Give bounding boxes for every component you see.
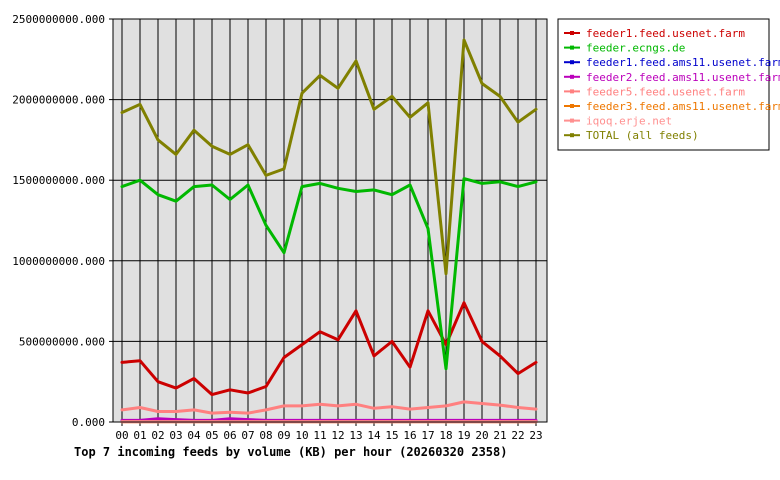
series-line <box>120 177 538 371</box>
x-tick-label: 09 <box>277 429 290 442</box>
x-tick-label: 14 <box>367 429 381 442</box>
plot-background <box>113 19 547 422</box>
x-tick-label: 02 <box>151 429 164 442</box>
x-axis-ticks: 00 01 02 03 04 05 06 07 08 09 10 11 12 13 14 15 16 17 18 19… <box>115 422 543 442</box>
legend-label: iqoq.erje.net <box>586 115 672 128</box>
y-tick-label: 2500000000.000 <box>12 13 105 26</box>
x-tick-label: 06 <box>223 429 236 442</box>
legend-swatch-marker <box>570 118 574 123</box>
legend: feeder1.feed.usenet.farmfeeder.ecngs.def… <box>557 18 780 151</box>
x-tick-label: 04 <box>187 429 201 442</box>
legend-label: feeder1.feed.usenet.farm <box>586 27 745 40</box>
y-tick-label: 1500000000.000 <box>12 174 105 187</box>
x-tick-label: 08 <box>259 429 272 442</box>
x-tick-label: 22 <box>511 429 524 442</box>
grid <box>113 18 547 423</box>
legend-box <box>557 18 770 151</box>
legend-label: feeder2.feed.ams11.usenet.farm <box>586 71 780 84</box>
legend-label: feeder3.feed.ams11.usenet.farm <box>586 100 780 113</box>
legend-swatch-marker <box>570 74 574 79</box>
legend-swatch-marker <box>570 133 574 138</box>
y-axis-ticks: 0.000 500000000.000 1000000000.000 15000000… <box>12 13 113 429</box>
x-tick-label: 16 <box>403 429 416 442</box>
x-tick-label: 13 <box>349 429 362 442</box>
x-tick-label: 19 <box>457 429 470 442</box>
y-tick-label: 500000000.000 <box>19 335 105 348</box>
x-tick-label: 17 <box>421 429 434 442</box>
plot-frame <box>112 18 548 423</box>
legend-swatch-marker <box>570 45 574 50</box>
x-tick-label: 11 <box>313 429 326 442</box>
x-tick-label: 21 <box>493 429 506 442</box>
series-line <box>120 38 538 276</box>
x-tick-label: 03 <box>169 429 182 442</box>
series-line <box>120 400 538 415</box>
legend-swatch-marker <box>570 104 574 108</box>
x-tick-label: 01 <box>133 429 146 442</box>
series-line <box>120 417 538 422</box>
legend-swatch-marker <box>570 89 574 94</box>
x-tick-label: 05 <box>205 429 218 442</box>
legend-label: feeder1.feed.ams11.usenet.farm <box>586 56 780 69</box>
legend-label: feeder.ecngs.de <box>586 42 685 55</box>
legend-label: feeder5.feed.usenet.farm <box>586 85 745 98</box>
y-tick-label: 0.000 <box>72 416 105 429</box>
legend-swatch-marker <box>570 31 574 35</box>
x-tick-label: 07 <box>241 429 254 442</box>
y-tick-label: 1000000000.000 <box>12 255 105 268</box>
legend-label: TOTAL (all feeds) <box>586 129 699 142</box>
legend-swatch-marker <box>570 60 574 65</box>
x-tick-label: 10 <box>295 429 308 442</box>
series-line <box>120 301 538 397</box>
y-tick-label: 2000000000.000 <box>12 94 105 107</box>
x-tick-label: 12 <box>331 429 344 442</box>
x-tick-label: 00 <box>115 429 128 442</box>
x-tick-label: 23 <box>529 429 542 442</box>
x-tick-label: 15 <box>385 429 398 442</box>
x-tick-label: 18 <box>439 429 452 442</box>
x-tick-label: 20 <box>475 429 488 442</box>
chart-title: Top 7 incoming feeds by volume (KB) per … <box>74 445 507 459</box>
